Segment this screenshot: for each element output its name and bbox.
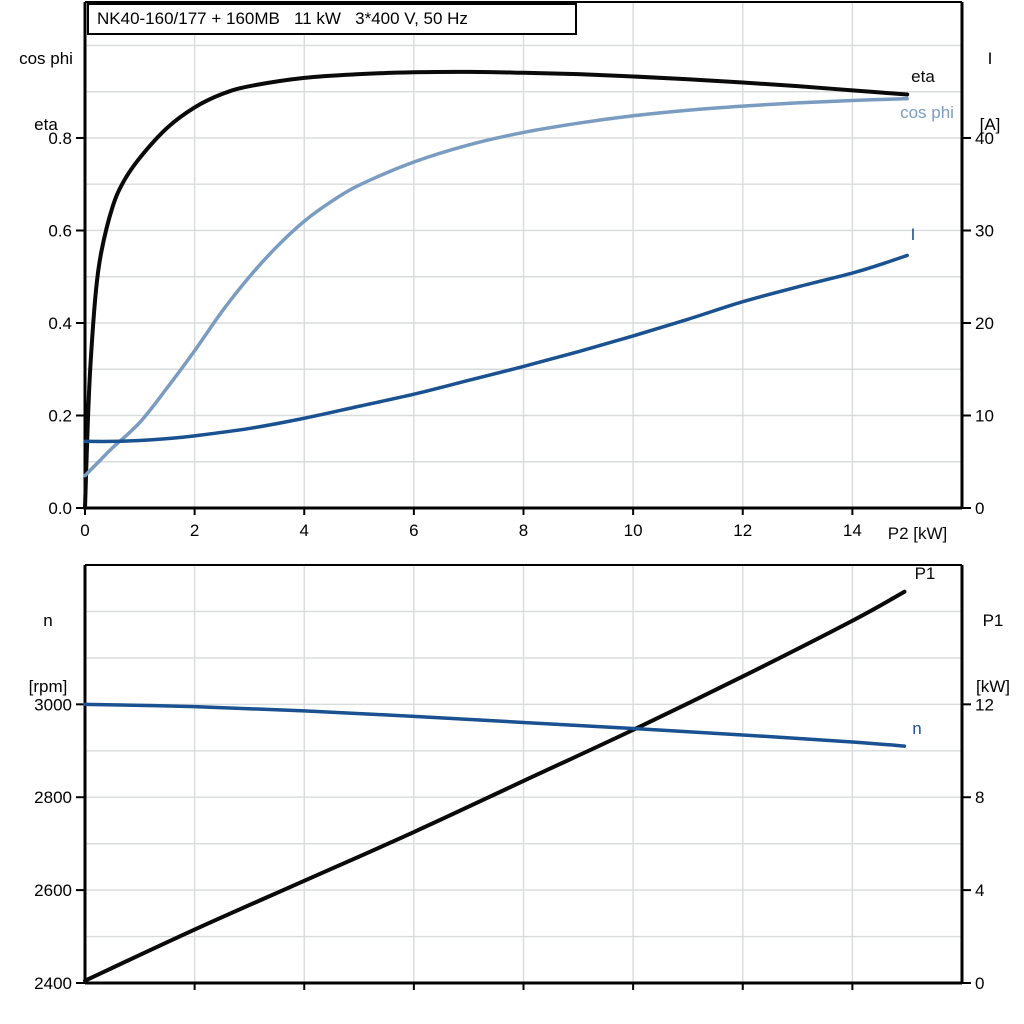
top-tick-label-right: 40	[975, 129, 994, 148]
top-tick-label-x: 8	[519, 521, 528, 540]
bottom-curve-n	[83, 702, 907, 748]
bottom-left-axis-title: n [rpm]	[8, 566, 88, 742]
top-tick-label-x: 12	[733, 521, 752, 540]
top-tick-label-left: 0.2	[48, 406, 72, 425]
bottom-curve-p1	[83, 589, 907, 983]
bottom-tick-label-right: 12	[975, 695, 994, 714]
top-tick-label-left: 0.8	[48, 129, 72, 148]
top-tick-label-left: 0.4	[48, 314, 72, 333]
right-axis-title-p1-unit: [kW]	[976, 677, 1010, 696]
top-tick-label-x: 4	[300, 521, 309, 540]
bottom-tick-label-left: 2800	[34, 788, 72, 807]
top-tick-label-left: 0.0	[48, 499, 72, 518]
left-axis-title-eta: eta	[34, 115, 58, 134]
top-tick-label-x: 14	[843, 521, 862, 540]
p1-curve-label: P1	[914, 564, 936, 583]
right-axis-title-current: I	[987, 49, 993, 68]
top-curve-cos-phi	[83, 96, 909, 478]
right-axis-title-current-unit: [A]	[979, 115, 1001, 134]
top-tick-label-x: 0	[80, 521, 89, 540]
top-right-axis-title: I [A]	[958, 4, 1022, 180]
bottom-tick-label-left: 3000	[34, 695, 72, 714]
bottom-tick-label-left: 2600	[34, 881, 72, 900]
top-curve-eta	[83, 69, 910, 510]
cos-phi-curve-label: cos phi	[900, 103, 954, 122]
bottom-tick-label-right: 4	[975, 881, 984, 900]
right-axis-title-p1: P1	[982, 611, 1004, 630]
top-curve-i	[83, 253, 909, 444]
left-axis-title-rpm-unit: [rpm]	[28, 677, 68, 696]
bottom-tick-label-left: 2400	[34, 974, 72, 993]
top-tick-label-x: 6	[409, 521, 418, 540]
left-axis-title-n: n	[43, 611, 53, 630]
top-tick-label-right: 20	[975, 314, 994, 333]
x-axis-title-p2: P2 [kW]	[887, 524, 948, 543]
bottom-right-axis-title: P1 [kW]	[961, 566, 1024, 742]
current-curve-label: I	[910, 225, 916, 244]
left-axis-title-cos-phi: cos phi	[19, 49, 73, 68]
top-tick-label-right: 30	[975, 221, 994, 240]
top-tick-label-left: 0.6	[48, 221, 72, 240]
bottom-tick-label-right: 0	[975, 974, 984, 993]
eta-curve-label: eta	[911, 67, 935, 86]
top-tick-label-right: 10	[975, 406, 994, 425]
chart-title-box: NK40-160/177 + 160MB 11 kW 3*400 V, 50 H…	[87, 3, 577, 35]
top-tick-label-x: 10	[624, 521, 643, 540]
top-tick-label-right: 0	[975, 499, 984, 518]
top-left-axis-title: cos phi eta	[6, 4, 86, 180]
bottom-tick-label-right: 8	[975, 788, 984, 807]
top-tick-label-x: 2	[190, 521, 199, 540]
n-curve-label: n	[912, 719, 922, 738]
